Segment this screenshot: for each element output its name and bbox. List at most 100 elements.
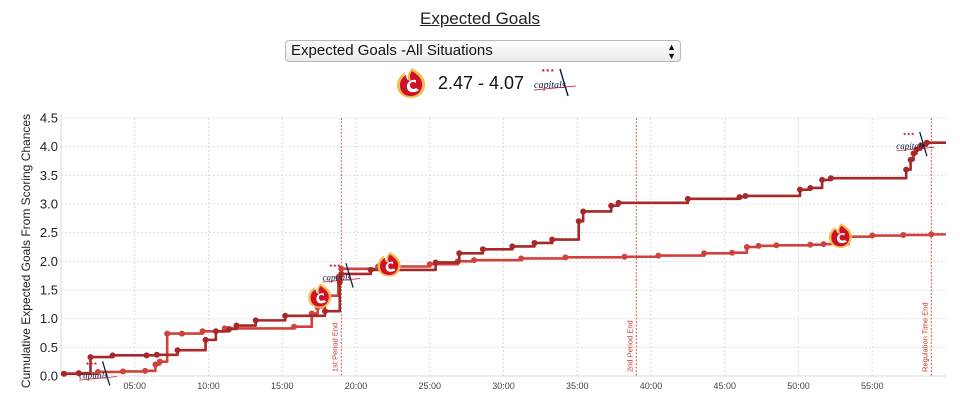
x-tick-label: 05:00 — [123, 381, 146, 391]
series-point — [156, 358, 163, 365]
period-marker-label: 1st Period End — [330, 323, 339, 372]
y-tick-label: 4.5 — [40, 111, 58, 126]
x-tick-label: 40:00 — [640, 381, 663, 391]
series-point — [903, 166, 910, 173]
series-point — [152, 361, 159, 368]
series-point — [226, 325, 233, 332]
series-point — [322, 308, 329, 315]
series-point — [608, 202, 615, 209]
y-tick-label: 0.5 — [40, 340, 58, 355]
capitals-logo-swoosh — [322, 278, 361, 283]
series-point — [94, 368, 101, 375]
series-point — [518, 255, 525, 262]
capitals-logo-icon: ★★★ capitals — [79, 361, 117, 386]
series-point — [684, 195, 691, 202]
series-point — [174, 347, 181, 354]
series-point — [796, 186, 803, 193]
x-tick-label: 10:00 — [197, 381, 220, 391]
series-point — [338, 270, 345, 277]
capitals-logo-wordmark: capitals — [323, 272, 352, 282]
series-point — [75, 370, 82, 377]
capitals-logo-icon: ★★★ capitals — [322, 263, 361, 288]
series-point — [917, 142, 924, 149]
capitals-logo-swoosh — [896, 146, 935, 152]
series-point — [562, 254, 569, 261]
series-point — [928, 231, 935, 238]
period-marker-label: Regulation Time End — [920, 302, 929, 372]
capitals-logo-stars: ★★★ — [329, 263, 341, 269]
series-point — [178, 330, 185, 337]
series-point — [367, 266, 374, 273]
series-point — [580, 208, 587, 215]
flames-logo-c — [385, 261, 396, 272]
y-tick-label: 4.0 — [40, 139, 58, 154]
series-point — [212, 328, 219, 335]
x-tick-label: 55:00 — [861, 381, 884, 391]
capitals-logo-stick — [919, 131, 928, 157]
x-tick-label: 45:00 — [713, 381, 736, 391]
series-point — [819, 176, 826, 183]
svg-text:★★★: ★★★ — [541, 68, 555, 74]
x-tick-label: 30:00 — [492, 381, 515, 391]
y-tick-label: 1.0 — [40, 311, 58, 326]
flames-logo-c — [316, 293, 327, 304]
series-point — [338, 265, 345, 272]
series-point — [119, 368, 126, 375]
select-arrows-icon: ▲ ▼ — [667, 42, 676, 61]
series-point — [143, 352, 150, 359]
series-point — [615, 199, 622, 206]
series-point — [923, 139, 930, 146]
series-point — [743, 244, 750, 250]
series-point — [900, 231, 907, 238]
series-point — [729, 249, 736, 256]
series-point — [827, 175, 834, 182]
capitals-logo-wordmark: capitals — [79, 370, 108, 380]
x-tick-label: 50:00 — [787, 381, 810, 391]
y-tick-label: 0.0 — [40, 369, 58, 384]
period-marker-label: 2nd Period End — [625, 320, 634, 372]
x-tick-label: 25:00 — [418, 381, 441, 391]
series-point — [869, 232, 876, 239]
y-tick-label: 1.5 — [40, 283, 58, 298]
y-tick-label: 3.0 — [40, 197, 58, 212]
situation-select[interactable]: Expected Goals -All Situations ▲ ▼ — [285, 40, 681, 62]
flames-logo-icon — [397, 68, 426, 98]
y-axis-label: Cumulative Expected Goals From Scoring C… — [19, 114, 33, 388]
series-point — [531, 239, 538, 246]
svg-text:capitals: capitals — [534, 80, 566, 91]
series-point — [913, 146, 920, 153]
series-point — [291, 323, 298, 330]
page-title: Expected Goals — [419, 9, 540, 28]
series-point — [202, 336, 209, 343]
x-tick-label: 15:00 — [271, 381, 294, 391]
capitals-logo-wordmark: capitals — [896, 141, 925, 151]
series-point — [701, 250, 708, 257]
series-point — [199, 328, 206, 335]
series-point — [109, 352, 116, 359]
y-tick-label: 2.0 — [40, 254, 58, 269]
series-point — [456, 250, 463, 257]
series-point — [773, 242, 780, 249]
score-text: 2.47 - 4.07 — [438, 73, 525, 93]
series-point — [282, 312, 289, 319]
series-point — [807, 241, 814, 248]
flames-logo-c — [836, 232, 847, 244]
series-point — [233, 322, 240, 329]
series-point — [755, 242, 762, 249]
capitals-logo-swoosh — [79, 376, 117, 381]
series-point — [142, 367, 149, 374]
series-point — [471, 257, 477, 264]
series-point — [479, 246, 486, 253]
capitals-logo-stick — [345, 263, 354, 288]
series-point — [87, 354, 94, 361]
series-point — [60, 370, 67, 377]
series-point — [907, 156, 914, 163]
capitals-logo-stars: ★★★ — [85, 361, 97, 367]
capitals-logo-icon: ★★★ capitals — [533, 68, 577, 97]
series-point — [252, 317, 259, 324]
capitals-logo-stars: ★★★ — [903, 132, 915, 138]
series-point — [432, 259, 439, 266]
series-point — [655, 252, 662, 259]
series-point — [153, 351, 160, 358]
